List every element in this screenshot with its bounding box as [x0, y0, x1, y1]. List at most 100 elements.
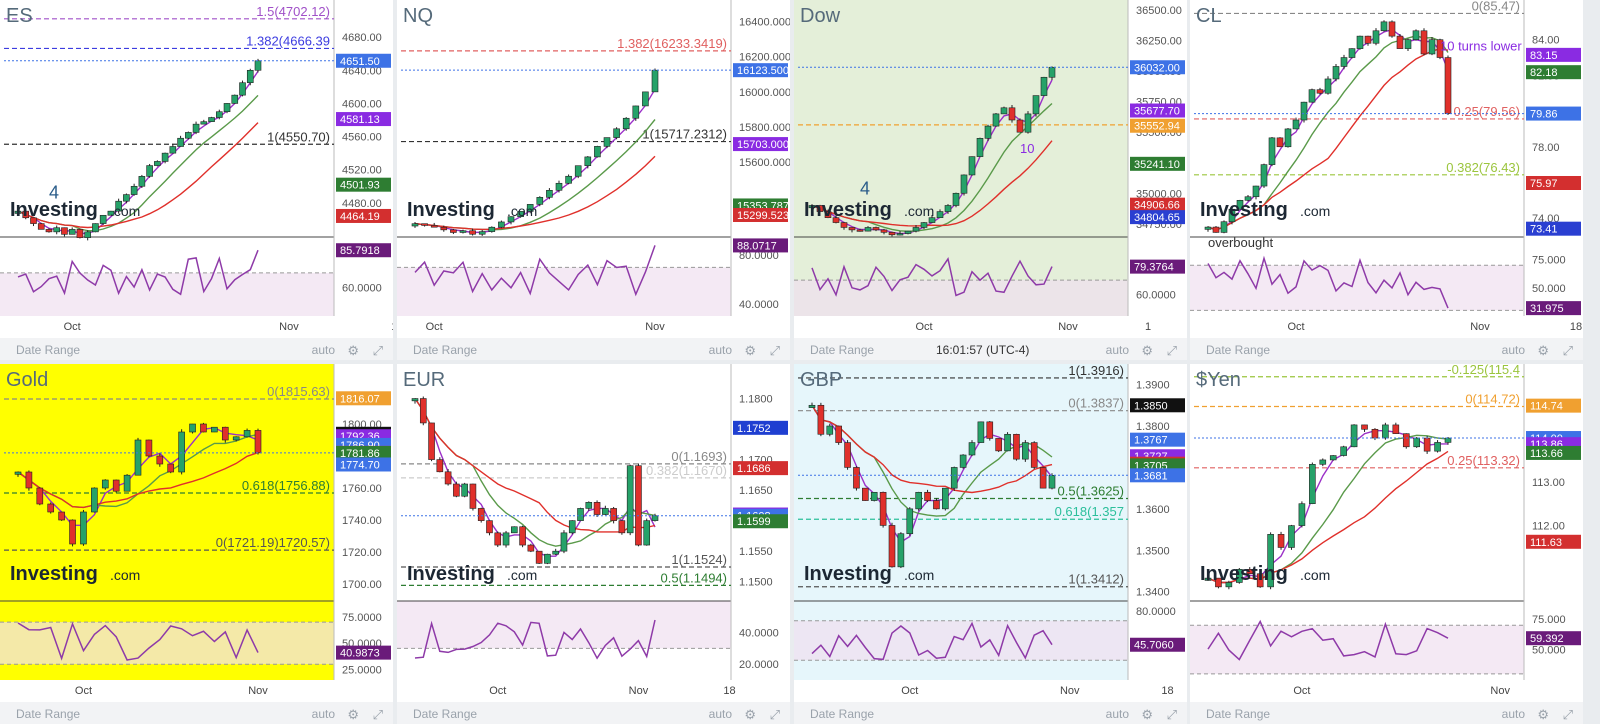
level-label: 0.5(1.3625) [1058, 484, 1125, 499]
candle [568, 520, 576, 535]
expand-icon[interactable]: ⤢ [1562, 343, 1573, 358]
chart-panel-gbp[interactable]: 1.39001.38001.37001.36001.35001.340080.0… [794, 364, 1187, 724]
settings-gear-icon[interactable]: ⚙ [1537, 343, 1549, 358]
chart-panel-dow[interactable]: 36500.0036250.0036000.0035750.0035500.00… [794, 0, 1187, 360]
chart-panel-cl[interactable]: 84.0082.0080.0078.0076.0074.0075.00050.0… [1190, 0, 1583, 360]
candle [593, 500, 601, 518]
candle [47, 502, 55, 514]
date-range-button[interactable]: Date Range [1206, 707, 1271, 721]
level-label: 1(15717.2312) [642, 127, 727, 142]
candle [1004, 432, 1011, 452]
expand-icon[interactable]: ⤢ [1166, 343, 1177, 358]
date-range-button[interactable]: Date Range [16, 343, 81, 357]
expand-icon[interactable]: ⤢ [1166, 707, 1177, 722]
date-range-button[interactable]: Date Range [1206, 343, 1271, 357]
auto-scale-button[interactable]: auto [708, 707, 732, 721]
price-tick-label: 84.00 [1532, 35, 1560, 47]
auto-scale-button[interactable]: auto [1501, 707, 1525, 721]
candle [986, 421, 994, 441]
chart-svg: 1800.001780.001760.001740.001720.001700.… [0, 364, 393, 702]
candle [511, 526, 518, 534]
auto-scale-button[interactable]: auto [311, 343, 335, 357]
panel-footer: Date Range auto ⚙ ⤢ [0, 702, 393, 724]
candle [507, 216, 515, 225]
candle [419, 396, 427, 426]
candle [832, 215, 840, 224]
settings-gear-icon[interactable]: ⚙ [1141, 343, 1153, 358]
expand-icon[interactable]: ⤢ [1562, 707, 1573, 722]
price-badge: 1.3767 [1130, 432, 1185, 447]
candle [1008, 105, 1016, 123]
chart-annotation: 4 [860, 178, 870, 198]
candle [992, 112, 1000, 127]
candle [968, 440, 976, 457]
candle [848, 227, 856, 233]
candle [1436, 38, 1444, 60]
candle [37, 222, 45, 230]
price-tick-label: 1760.00 [342, 483, 382, 495]
price-tick-label: 4520.00 [342, 165, 382, 177]
date-range-button[interactable]: Date Range [16, 707, 81, 721]
x-tick-label: Nov [629, 685, 649, 697]
date-range-button[interactable]: Date Range [413, 343, 478, 357]
candle [208, 116, 215, 122]
auto-scale-button[interactable]: auto [311, 707, 335, 721]
candle [870, 491, 878, 502]
expand-icon[interactable]: ⤢ [372, 343, 383, 358]
x-tick-label: Oct [901, 685, 918, 697]
candle [246, 68, 254, 86]
rsi-badge: 85.7918 [336, 243, 391, 258]
candle [555, 180, 563, 193]
x-tick-label: 18 [1161, 685, 1173, 697]
candle [915, 491, 922, 511]
auto-scale-button[interactable]: auto [1501, 343, 1525, 357]
investing-logo-suffix: .com [904, 567, 934, 583]
settings-gear-icon[interactable]: ⚙ [1141, 707, 1153, 722]
price-badge: 16123.5000 [733, 63, 790, 78]
date-range-button[interactable]: Date Range [413, 707, 478, 721]
auto-scale-button[interactable]: auto [1105, 343, 1129, 357]
chart-panel-nq[interactable]: 16400.0000 16200.0000 16000.0000 15800.0000… [397, 0, 790, 360]
settings-gear-icon[interactable]: ⚙ [744, 707, 756, 722]
auto-scale-button[interactable]: auto [708, 343, 732, 357]
chart-panel-gold[interactable]: 1800.001780.001760.001740.001720.001700.… [0, 364, 393, 724]
candle [1319, 458, 1327, 467]
candle [211, 426, 218, 433]
svg-text:1.3850: 1.3850 [1134, 400, 1168, 412]
chart-panel-es[interactable]: 4680.00 4640.00 4600.00 4560.00 4520.00 4480.… [0, 0, 393, 360]
settings-gear-icon[interactable]: ⚙ [347, 343, 359, 358]
candle [1030, 441, 1038, 470]
rsi-tick-label: 75.0000 [342, 612, 382, 624]
candle [960, 174, 968, 196]
price-badge: 1.1752 [733, 420, 788, 435]
date-range-button[interactable]: Date Range [810, 707, 875, 721]
expand-icon[interactable]: ⤢ [769, 343, 780, 358]
candle [1220, 220, 1228, 234]
level-label: 1.382(16233.3419) [617, 36, 727, 51]
date-range-button[interactable]: Date Range [810, 343, 875, 357]
price-tick-label: 35000.00 [1136, 188, 1182, 200]
rsi-tick-label: 25.0000 [342, 664, 382, 676]
expand-icon[interactable]: ⤢ [372, 707, 383, 722]
rsi-tick-label: 60.0000 [1136, 289, 1176, 301]
chart-panel-yen[interactable]: 113.00112.0075.00050.000OctNov18-0.125(1… [1190, 364, 1583, 724]
settings-gear-icon[interactable]: ⚙ [744, 343, 756, 358]
candle [138, 174, 146, 189]
candle [1000, 106, 1008, 115]
candle [428, 422, 435, 462]
settings-gear-icon[interactable]: ⚙ [347, 707, 359, 722]
chart-panel-eur[interactable]: 1.18001.17501.17001.16501.16001.15501.15… [397, 364, 790, 724]
settings-gear-icon[interactable]: ⚙ [1537, 707, 1549, 722]
candle [161, 152, 169, 164]
candle [546, 188, 553, 200]
chart-title: NQ [403, 5, 433, 27]
svg-text:1.1686: 1.1686 [737, 463, 771, 475]
investing-logo: Investing [407, 199, 495, 221]
price-badge: 15703.0000 [733, 137, 790, 152]
candle [84, 230, 91, 241]
auto-scale-button[interactable]: auto [1105, 707, 1129, 721]
investing-logo: Investing [407, 563, 495, 585]
panel-footer: Date Range auto ⚙ ⤢ [794, 702, 1187, 724]
price-tick-label: 113.00 [1532, 477, 1565, 489]
expand-icon[interactable]: ⤢ [769, 707, 780, 722]
